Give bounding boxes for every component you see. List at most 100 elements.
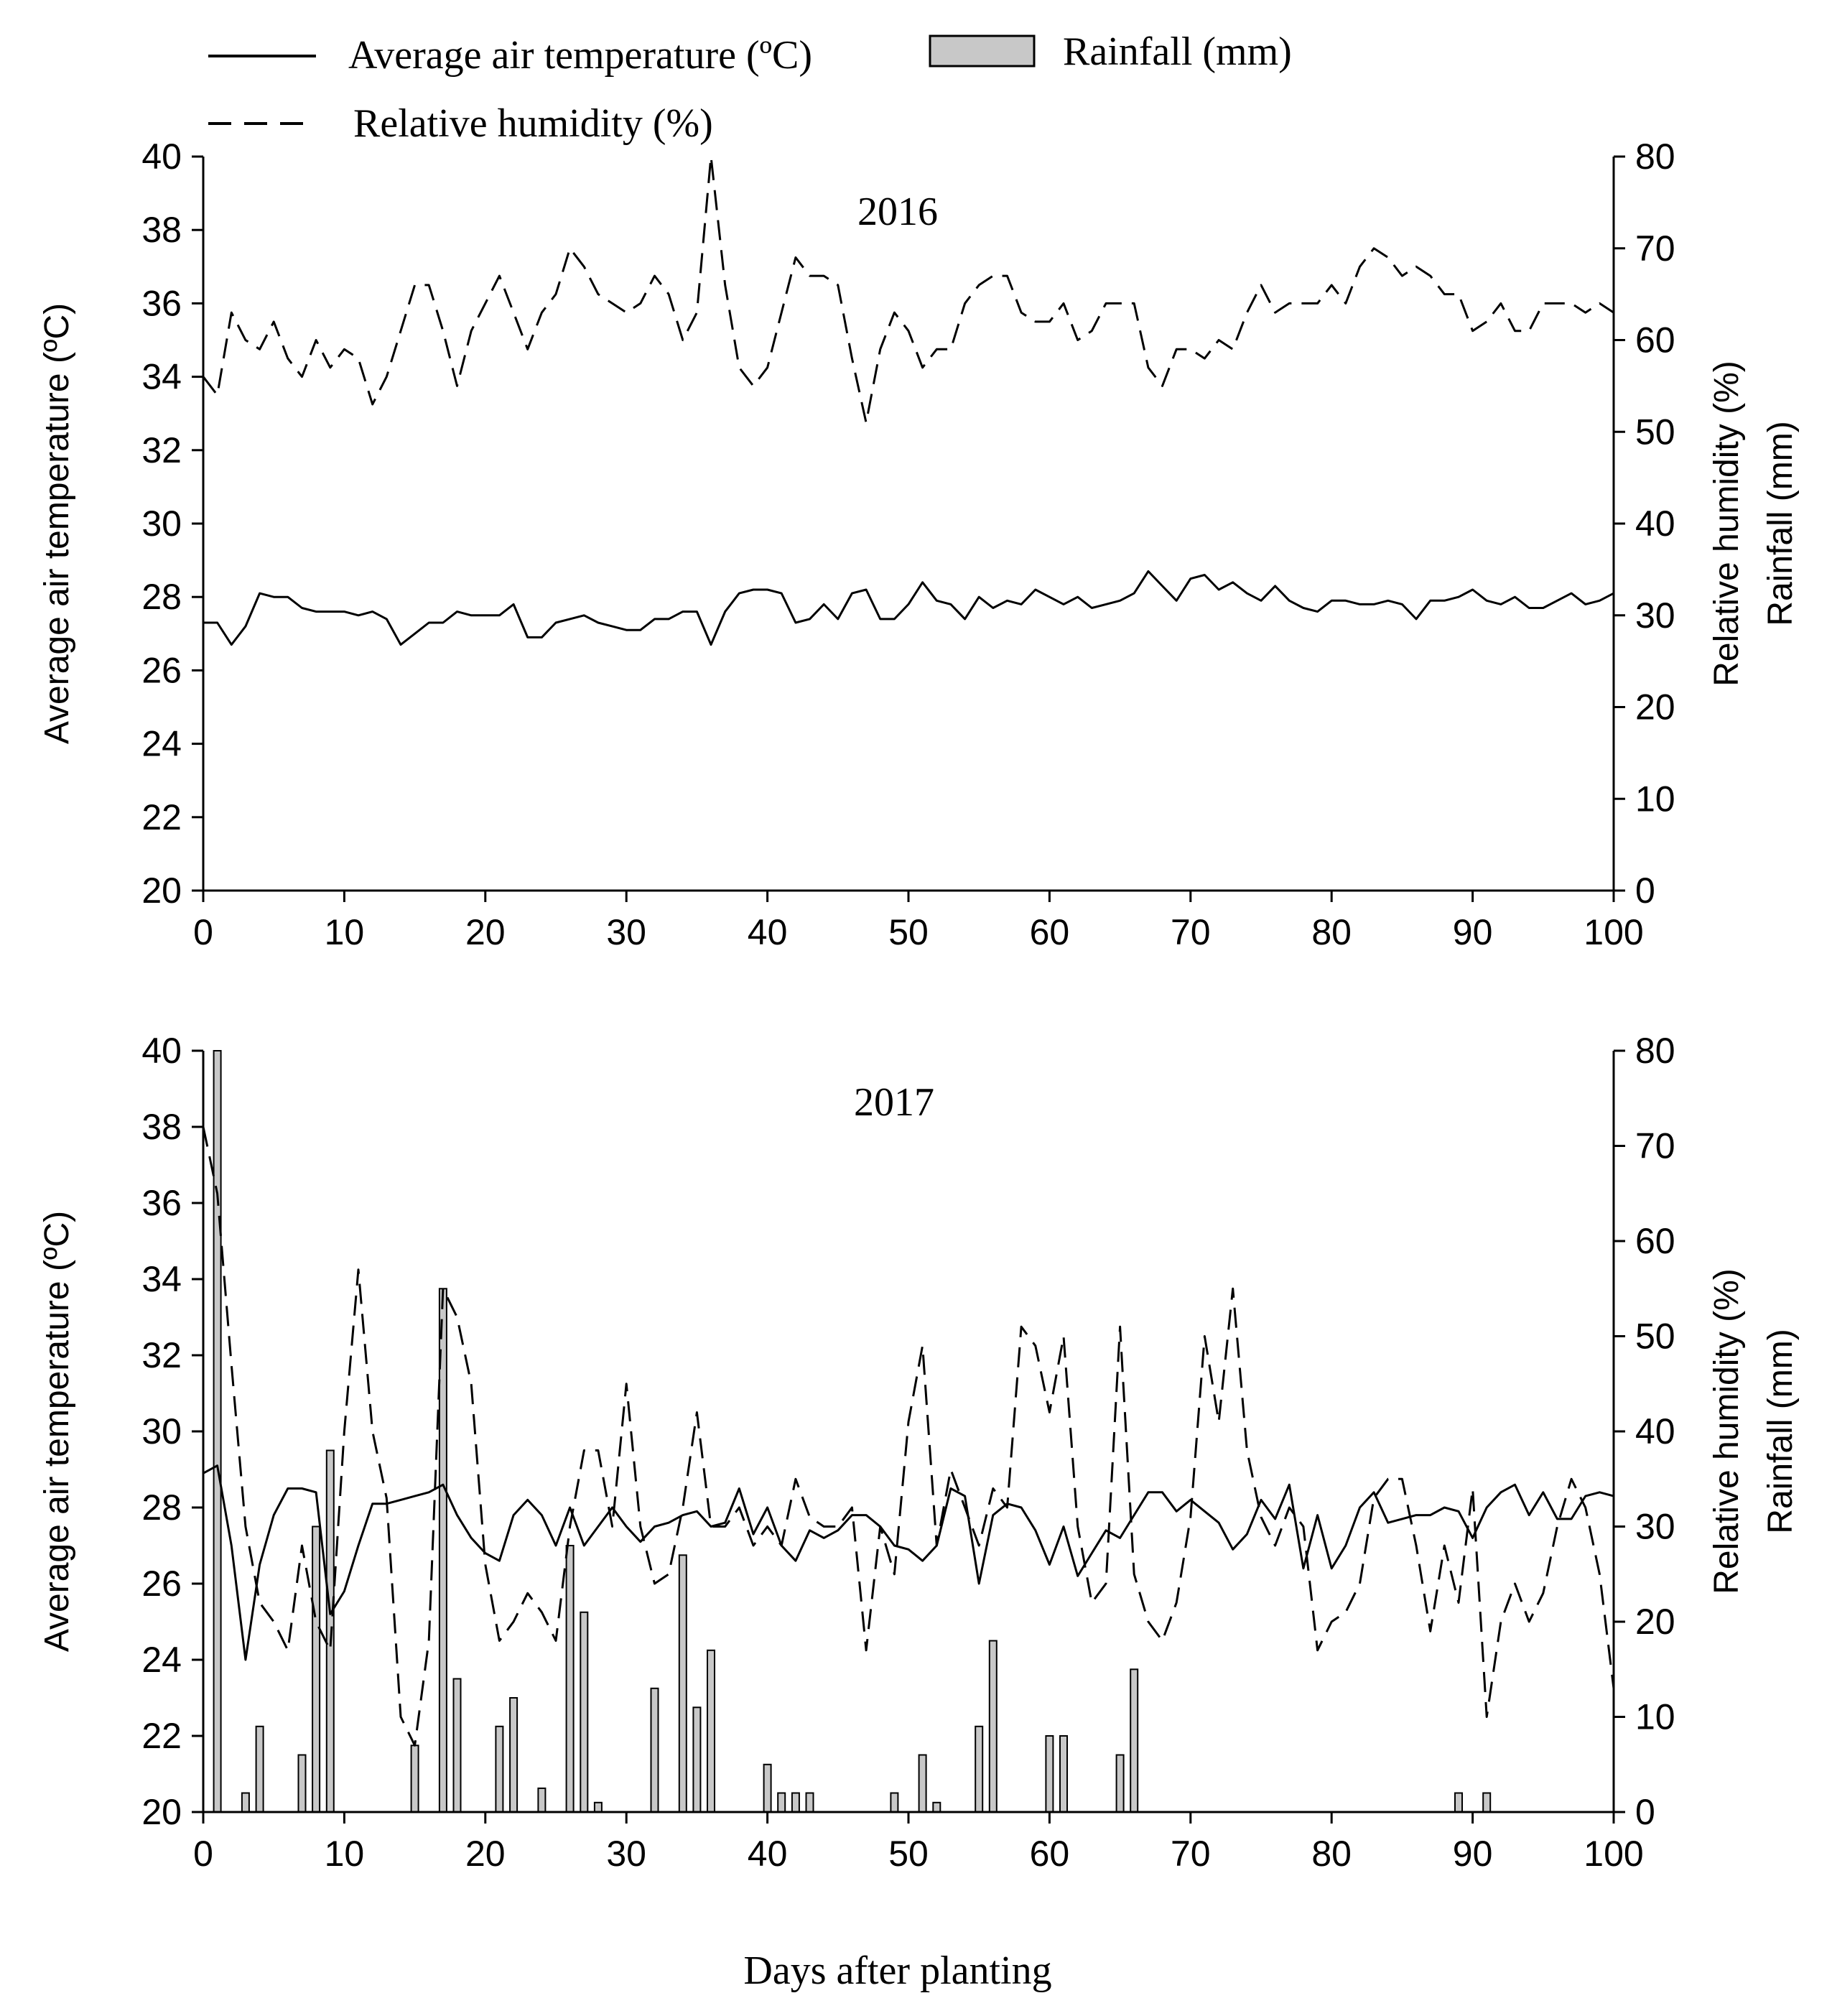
y-right-tick-label: 70 <box>1635 228 1675 269</box>
x-tick-label: 90 <box>1453 1834 1493 1874</box>
rainfall-bar <box>241 1792 250 1813</box>
y-left-tick-label: 26 <box>141 1564 182 1604</box>
y-right-tick-label: 30 <box>1635 1507 1675 1547</box>
y-left-tick-label: 22 <box>141 797 182 837</box>
legend-rainfall-label: Rainfall (mm) <box>1063 29 1292 74</box>
legend-humidity-label: Relative humidity (%) <box>353 101 713 146</box>
rainfall-bar <box>777 1792 786 1813</box>
rainfall-bar <box>678 1554 687 1813</box>
rainfall-bar <box>410 1745 419 1813</box>
temperature-series-line <box>203 1464 1614 1661</box>
rainfall-bar <box>593 1801 603 1813</box>
x-tick-label: 50 <box>888 912 929 952</box>
y-right-tick-label: 40 <box>1635 1411 1675 1451</box>
y-left-tick-label: 28 <box>141 577 182 617</box>
x-tick-label: 70 <box>1171 1834 1211 1874</box>
y-left-tick-label: 30 <box>141 503 182 544</box>
y-right-tick-label: 0 <box>1635 870 1655 911</box>
rainfall-bar <box>312 1525 321 1813</box>
y-left-tick-label: 26 <box>141 650 182 690</box>
y-right-tick-label: 80 <box>1635 1031 1675 1071</box>
y-axis-right-rainfall-label: Rainfall (mm) <box>1762 421 1800 626</box>
x-tick-label: 40 <box>748 912 788 952</box>
x-tick-label: 0 <box>193 912 213 952</box>
x-tick-label: 30 <box>606 1834 646 1874</box>
y-left-tick-label: 20 <box>141 870 182 911</box>
rainfall-bar <box>1454 1792 1463 1813</box>
x-tick-label: 70 <box>1171 912 1211 952</box>
panel-title: 2017 <box>854 1080 934 1125</box>
rainfall-bar <box>509 1697 519 1813</box>
rainfall-bar <box>565 1545 575 1813</box>
legend-rainfall-swatch <box>929 34 1036 68</box>
x-tick-label: 40 <box>748 1834 788 1874</box>
panel-2016: 0 10 20 30 40 50 60 70 80 90 100202224262830323436… <box>38 136 1800 952</box>
y-right-tick-label: 10 <box>1635 1697 1675 1737</box>
y-right-tick-label: 70 <box>1635 1126 1675 1166</box>
x-tick-label: 10 <box>325 912 365 952</box>
panel-2017: 0 10 20 30 40 50 60 70 80 90 100202224262830323436… <box>38 1031 1800 1874</box>
rainfall-bar <box>452 1678 462 1813</box>
y-axis-left-label: Average air temperature (ºC) <box>38 1211 76 1652</box>
y-left-tick-label: 22 <box>141 1716 182 1756</box>
rainfall-bar <box>650 1687 659 1813</box>
y-left-tick-label: 28 <box>141 1487 182 1528</box>
x-tick-label: 30 <box>606 912 646 952</box>
y-left-tick-label: 32 <box>141 430 182 470</box>
y-axis-right-rainfall-label: Rainfall (mm) <box>1762 1329 1800 1533</box>
x-axis-label: Days after planting <box>743 1948 1051 1993</box>
rainfall-bar <box>1115 1754 1125 1813</box>
y-right-tick-label: 60 <box>1635 320 1675 361</box>
y-left-tick-label: 20 <box>141 1792 182 1832</box>
rainfall-bar <box>791 1792 800 1813</box>
y-left-tick-label: 38 <box>141 210 182 250</box>
x-tick-label: 60 <box>1030 912 1070 952</box>
y-right-tick-label: 20 <box>1635 687 1675 728</box>
y-left-tick-label: 38 <box>141 1107 182 1147</box>
rainfall-bar <box>932 1801 941 1813</box>
y-right-tick-label: 50 <box>1635 1316 1675 1357</box>
panel-title: 2016 <box>857 190 938 234</box>
y-left-tick-label: 36 <box>141 1183 182 1223</box>
y-left-tick-label: 34 <box>141 357 182 397</box>
y-left-tick-label: 40 <box>141 136 182 177</box>
y-right-tick-label: 10 <box>1635 779 1675 819</box>
y-left-tick-label: 30 <box>141 1411 182 1451</box>
x-tick-label: 10 <box>325 1834 365 1874</box>
x-tick-label: 90 <box>1453 912 1493 952</box>
y-axis-right-humidity-label: Relative humidity (%) <box>1708 361 1746 686</box>
x-tick-label: 20 <box>465 1834 506 1874</box>
x-tick-label: 60 <box>1030 1834 1070 1874</box>
y-right-tick-label: 80 <box>1635 136 1675 177</box>
rainfall-bar <box>537 1787 547 1813</box>
y-right-tick-label: 30 <box>1635 595 1675 636</box>
temperature-series-line <box>203 570 1614 646</box>
y-left-tick-label: 34 <box>141 1259 182 1299</box>
x-tick-label: 100 <box>1584 912 1643 952</box>
y-left-tick-label: 32 <box>141 1335 182 1375</box>
y-left-tick-label: 36 <box>141 283 182 323</box>
humidity-series-line <box>202 1126 1615 1747</box>
rainfall-bar <box>975 1725 984 1813</box>
legend-temperature-label: Average air temperature (ºC) <box>348 33 812 78</box>
rainfall-bar <box>213 1050 222 1813</box>
rainfall-bar <box>692 1706 702 1813</box>
y-right-tick-label: 60 <box>1635 1221 1675 1261</box>
rainfall-bar <box>1059 1735 1068 1813</box>
rainfall-bar <box>1130 1668 1139 1813</box>
x-tick-label: 0 <box>193 1834 213 1874</box>
rainfall-bar <box>918 1754 927 1813</box>
rainfall-bar <box>988 1640 998 1813</box>
y-right-tick-label: 20 <box>1635 1602 1675 1642</box>
x-tick-label: 80 <box>1311 1834 1352 1874</box>
y-right-tick-label: 50 <box>1635 412 1675 452</box>
y-left-tick-label: 24 <box>141 1640 182 1680</box>
x-tick-label: 80 <box>1311 912 1352 952</box>
rainfall-bar <box>707 1649 715 1813</box>
rainfall-bar <box>805 1792 814 1813</box>
y-left-tick-label: 24 <box>141 724 182 764</box>
y-right-tick-label: 0 <box>1635 1792 1655 1832</box>
y-right-tick-label: 40 <box>1635 503 1675 544</box>
